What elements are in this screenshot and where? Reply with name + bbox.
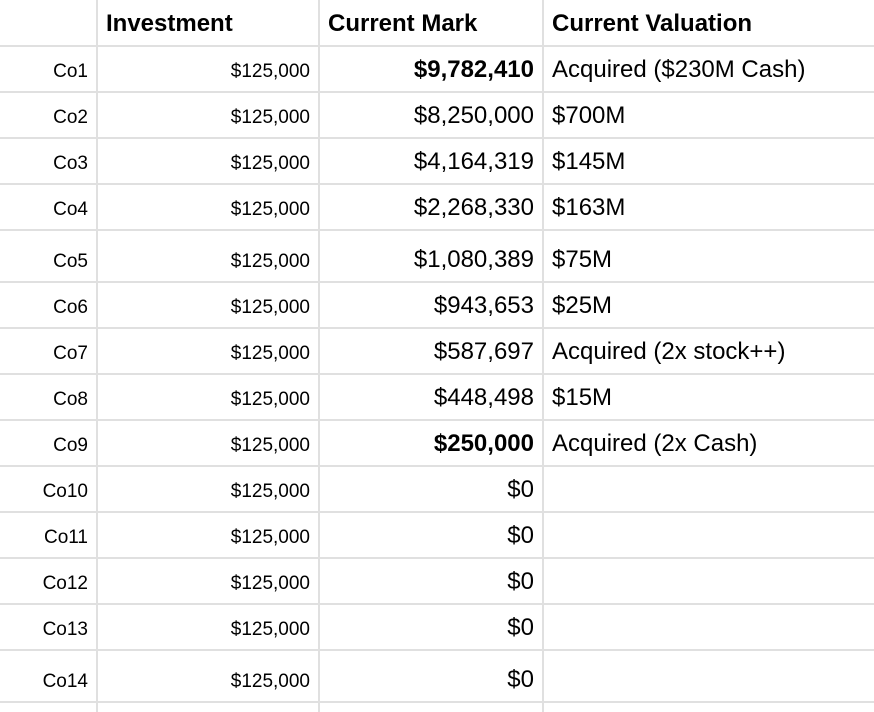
investment-cell[interactable]: $125,000 <box>97 466 320 513</box>
table-row-partial <box>0 702 874 712</box>
row-label-cell[interactable]: Co3 <box>0 138 98 185</box>
current-valuation-cell[interactable] <box>543 650 874 703</box>
investment-cell[interactable]: $125,000 <box>97 92 320 139</box>
current-mark-cell[interactable]: $448,498 <box>319 374 544 421</box>
header-row: Investment Current Mark Current Valuatio… <box>0 0 874 47</box>
current-valuation-cell[interactable] <box>543 466 874 513</box>
current-valuation-cell[interactable]: $25M <box>543 282 874 329</box>
current-valuation-cell[interactable] <box>543 558 874 605</box>
investment-cell[interactable]: $125,000 <box>97 46 320 93</box>
table-row-co13: Co13 $125,000 $0 <box>0 604 874 651</box>
current-valuation-header[interactable]: Current Valuation <box>543 0 874 47</box>
row-label-cell[interactable]: Co5 <box>0 230 98 283</box>
table-row-co9: Co9 $125,000 $250,000 Acquired (2x Cash) <box>0 420 874 467</box>
current-mark-cell[interactable]: $587,697 <box>319 328 544 375</box>
current-mark-cell[interactable]: $4,164,319 <box>319 138 544 185</box>
current-valuation-cell[interactable] <box>543 604 874 651</box>
row-label-cell[interactable]: Co9 <box>0 420 98 467</box>
investment-cell[interactable]: $125,000 <box>97 420 320 467</box>
table-row-co14: Co14 $125,000 $0 <box>0 650 874 703</box>
table-row-co6: Co6 $125,000 $943,653 $25M <box>0 282 874 329</box>
table-row-co10: Co10 $125,000 $0 <box>0 466 874 513</box>
row-label-cell[interactable] <box>0 702 98 712</box>
row-label-cell[interactable]: Co8 <box>0 374 98 421</box>
row-label-cell[interactable]: Co4 <box>0 184 98 231</box>
current-valuation-cell[interactable]: Acquired ($230M Cash) <box>543 46 874 93</box>
current-mark-cell[interactable]: $8,250,000 <box>319 92 544 139</box>
current-valuation-cell[interactable] <box>543 512 874 559</box>
investment-cell[interactable]: $125,000 <box>97 328 320 375</box>
current-valuation-cell[interactable]: $75M <box>543 230 874 283</box>
current-mark-cell[interactable]: $943,653 <box>319 282 544 329</box>
table-row-co7: Co7 $125,000 $587,697 Acquired (2x stock… <box>0 328 874 375</box>
investment-cell[interactable]: $125,000 <box>97 138 320 185</box>
investment-cell[interactable]: $125,000 <box>97 282 320 329</box>
investment-cell[interactable]: $125,000 <box>97 374 320 421</box>
current-valuation-cell[interactable]: $15M <box>543 374 874 421</box>
current-mark-cell[interactable]: $0 <box>319 512 544 559</box>
current-mark-cell[interactable]: $2,268,330 <box>319 184 544 231</box>
current-mark-cell[interactable]: $0 <box>319 558 544 605</box>
table-row-co4: Co4 $125,000 $2,268,330 $163M <box>0 184 874 231</box>
table-row-co8: Co8 $125,000 $448,498 $15M <box>0 374 874 421</box>
investment-cell[interactable]: $125,000 <box>97 512 320 559</box>
investment-cell[interactable]: $125,000 <box>97 184 320 231</box>
current-mark-cell[interactable]: $250,000 <box>319 420 544 467</box>
current-mark-cell[interactable]: $0 <box>319 604 544 651</box>
current-valuation-cell[interactable]: Acquired (2x stock++) <box>543 328 874 375</box>
row-label-cell[interactable]: Co2 <box>0 92 98 139</box>
row-label-cell[interactable]: Co14 <box>0 650 98 703</box>
investment-cell[interactable]: $125,000 <box>97 558 320 605</box>
investment-cell[interactable] <box>97 702 320 712</box>
table-row-co5: Co5 $125,000 $1,080,389 $75M <box>0 230 874 283</box>
table-row-co12: Co12 $125,000 $0 <box>0 558 874 605</box>
current-mark-header[interactable]: Current Mark <box>319 0 544 47</box>
row-label-cell[interactable]: Co1 <box>0 46 98 93</box>
current-mark-cell[interactable] <box>319 702 544 712</box>
current-mark-cell[interactable]: $9,782,410 <box>319 46 544 93</box>
row-label-cell[interactable]: Co12 <box>0 558 98 605</box>
investment-cell[interactable]: $125,000 <box>97 604 320 651</box>
row-label-cell[interactable]: Co11 <box>0 512 98 559</box>
current-valuation-cell[interactable]: $163M <box>543 184 874 231</box>
current-mark-cell[interactable]: $1,080,389 <box>319 230 544 283</box>
current-valuation-cell[interactable]: $700M <box>543 92 874 139</box>
investment-header[interactable]: Investment <box>97 0 320 47</box>
table-row-co11: Co11 $125,000 $0 <box>0 512 874 559</box>
table-row-co2: Co2 $125,000 $8,250,000 $700M <box>0 92 874 139</box>
current-mark-cell[interactable]: $0 <box>319 466 544 513</box>
row-label-cell[interactable]: Co7 <box>0 328 98 375</box>
current-valuation-cell[interactable] <box>543 702 874 712</box>
investment-cell[interactable]: $125,000 <box>97 650 320 703</box>
table-row-co1: Co1 $125,000 $9,782,410 Acquired ($230M … <box>0 46 874 93</box>
table-row-co3: Co3 $125,000 $4,164,319 $145M <box>0 138 874 185</box>
row-label-cell[interactable]: Co13 <box>0 604 98 651</box>
current-valuation-cell[interactable]: Acquired (2x Cash) <box>543 420 874 467</box>
corner-header-cell[interactable] <box>0 0 98 47</box>
current-mark-cell[interactable]: $0 <box>319 650 544 703</box>
current-valuation-cell[interactable]: $145M <box>543 138 874 185</box>
row-label-cell[interactable]: Co6 <box>0 282 98 329</box>
investment-cell[interactable]: $125,000 <box>97 230 320 283</box>
row-label-cell[interactable]: Co10 <box>0 466 98 513</box>
